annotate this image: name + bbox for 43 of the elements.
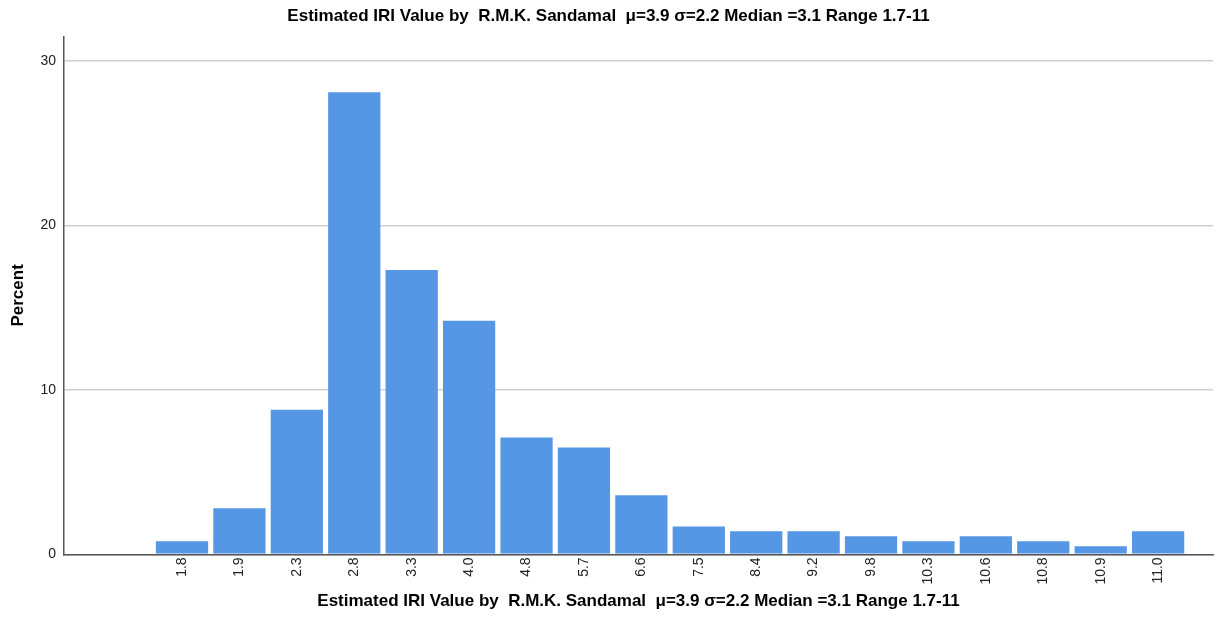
- chart-title: Estimated IRI Value by R.M.K. Sandamal μ=3.9 σ=2.2 Median =3.1 Range 1.7-11: [287, 5, 930, 25]
- bar: [615, 495, 668, 554]
- x-tick-label: 4.0: [459, 557, 476, 577]
- x-tick-label: 5.7: [574, 557, 591, 577]
- bar: [155, 541, 209, 554]
- bar: [787, 531, 840, 554]
- bar: [672, 526, 725, 554]
- x-tick-label: 3.3: [402, 557, 419, 577]
- x-tick-label: 7.5: [689, 557, 706, 577]
- y-tick-label: 10: [40, 380, 57, 397]
- bar: [385, 269, 438, 554]
- x-tick-label: 2.3: [287, 557, 304, 577]
- x-tick-label: 11.0: [1148, 557, 1165, 584]
- bar: [1074, 546, 1127, 554]
- bar: [500, 437, 553, 554]
- bar: [557, 447, 611, 554]
- bar: [1017, 541, 1070, 554]
- x-tick-label: 10.3: [919, 557, 936, 585]
- x-tick-label: 8.4: [747, 557, 764, 577]
- y-axis-title: Percent: [7, 263, 27, 327]
- bar: [1131, 531, 1185, 554]
- x-tick-label: 9.2: [804, 557, 821, 577]
- bar: [730, 531, 783, 554]
- bar: [959, 536, 1012, 554]
- x-axis-title: Estimated IRI Value by R.M.K. Sandamal μ=3.9 σ=2.2 Median =3.1 Range 1.7-11: [317, 591, 960, 611]
- x-tick-label: 10.8: [1034, 557, 1051, 585]
- x-tick-label: 4.8: [517, 557, 534, 577]
- bar: [328, 92, 381, 554]
- bar: [902, 541, 955, 554]
- bar: [213, 508, 266, 554]
- x-tick-label: 10.6: [976, 557, 993, 585]
- x-tick-label: 10.9: [1091, 557, 1108, 585]
- bar: [844, 536, 898, 554]
- y-tick-label: 20: [40, 216, 57, 233]
- bar: [442, 320, 496, 554]
- x-tick-label: 1.9: [230, 557, 247, 577]
- x-tick-label: 1.8: [172, 557, 189, 577]
- y-tick-label: 0: [48, 545, 57, 562]
- x-tick-label: 2.8: [345, 557, 362, 577]
- bar: [270, 409, 323, 554]
- x-tick-label: 9.8: [861, 557, 878, 577]
- y-tick-label: 30: [40, 51, 57, 68]
- x-tick-label: 6.6: [632, 557, 649, 577]
